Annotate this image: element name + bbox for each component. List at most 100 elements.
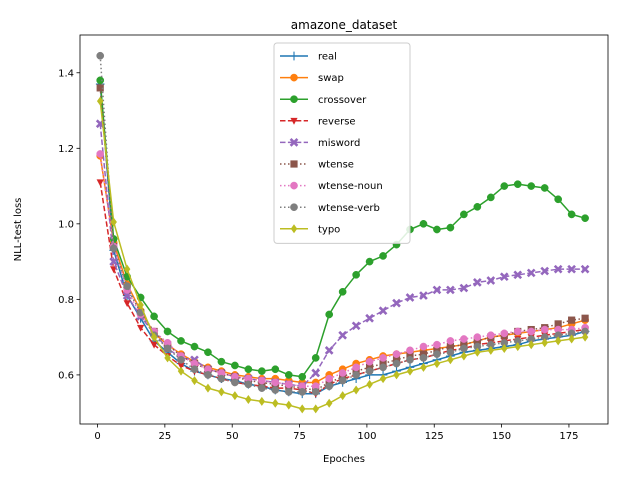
data-point <box>554 320 562 328</box>
data-point <box>392 298 401 308</box>
data-point <box>204 371 212 379</box>
legend-label: real <box>318 52 337 63</box>
plot-area <box>95 51 590 414</box>
data-point <box>446 348 455 357</box>
data-point <box>433 350 441 358</box>
data-point <box>419 219 428 228</box>
legend-marker <box>290 203 298 212</box>
data-point <box>257 367 266 375</box>
data-point <box>163 327 172 336</box>
legend-label: typo <box>318 224 340 235</box>
y-axis: 0.6 0.8 1.0 1.2 1.4 <box>58 68 80 381</box>
data-point <box>123 300 131 308</box>
legend-marker <box>290 117 298 125</box>
data-point <box>379 363 387 372</box>
data-point <box>541 338 548 348</box>
data-point <box>217 357 226 366</box>
data-point <box>433 359 441 369</box>
data-point <box>204 348 212 357</box>
data-point <box>177 366 185 376</box>
x-tick-label: 150 <box>492 431 511 442</box>
data-point <box>284 371 293 379</box>
y-tick-label: 1.0 <box>58 219 74 230</box>
data-point <box>365 257 374 266</box>
data-point <box>459 283 469 293</box>
data-point <box>338 287 347 296</box>
data-point <box>486 331 495 340</box>
data-point <box>419 354 428 362</box>
data-point <box>540 266 550 276</box>
legend-label: wtense-verb <box>318 203 380 214</box>
data-point <box>338 330 347 340</box>
data-point <box>231 378 239 387</box>
legend-marker <box>290 95 298 104</box>
y-tick-label: 0.6 <box>58 370 74 381</box>
data-point <box>298 372 307 381</box>
data-point <box>96 51 105 60</box>
y-tick-label: 0.8 <box>58 295 74 306</box>
data-point <box>312 404 319 414</box>
data-point <box>406 355 414 364</box>
data-point <box>109 257 119 266</box>
data-point <box>581 332 589 342</box>
data-point <box>527 327 536 336</box>
data-point <box>338 369 347 377</box>
data-point <box>325 382 334 391</box>
legend-label: reverse <box>318 116 356 127</box>
data-point <box>137 324 145 332</box>
legend-item-reverse: reverse <box>280 116 356 127</box>
data-point <box>204 383 212 393</box>
data-point <box>365 313 374 323</box>
data-point <box>460 335 468 343</box>
data-point <box>433 340 441 349</box>
data-point <box>500 182 509 190</box>
data-point <box>420 362 427 372</box>
data-point <box>271 365 280 374</box>
data-point <box>499 272 509 282</box>
data-point <box>325 310 334 319</box>
legend-marker <box>289 138 299 147</box>
data-point <box>325 374 334 383</box>
data-point <box>460 351 468 361</box>
data-point <box>339 391 346 401</box>
data-point <box>581 214 589 223</box>
data-point <box>568 334 575 344</box>
data-point <box>460 210 468 219</box>
data-point <box>110 217 117 227</box>
data-point <box>190 365 199 374</box>
data-point <box>378 306 388 316</box>
data-point <box>311 354 320 362</box>
data-point <box>527 182 536 190</box>
data-point <box>460 344 468 353</box>
data-point <box>513 180 522 189</box>
data-point <box>217 374 226 383</box>
legend-item-wtense-noun: wtense-noun <box>280 181 383 192</box>
data-point <box>581 314 589 322</box>
data-point <box>540 325 549 334</box>
data-point <box>244 380 253 389</box>
data-point <box>285 400 293 410</box>
data-point <box>473 333 482 341</box>
data-point <box>366 379 373 389</box>
data-point <box>392 350 401 358</box>
data-point <box>433 225 441 234</box>
data-point <box>567 264 576 274</box>
y-tick-label: 1.2 <box>58 144 74 155</box>
legend-item-wtense: wtense <box>280 160 354 171</box>
data-point <box>150 332 158 342</box>
x-tick-label: 50 <box>226 431 239 442</box>
legend-marker <box>290 224 298 234</box>
data-point <box>379 374 387 384</box>
data-point <box>96 76 105 85</box>
data-point <box>486 193 495 202</box>
legend-label: misword <box>318 138 360 149</box>
data-point <box>419 342 428 351</box>
data-point <box>218 387 225 397</box>
data-point <box>177 337 185 345</box>
data-point <box>96 84 104 92</box>
data-point <box>473 202 482 211</box>
data-point <box>540 184 549 192</box>
legend-marker <box>290 181 298 190</box>
data-point <box>486 276 496 285</box>
data-point <box>96 179 104 187</box>
